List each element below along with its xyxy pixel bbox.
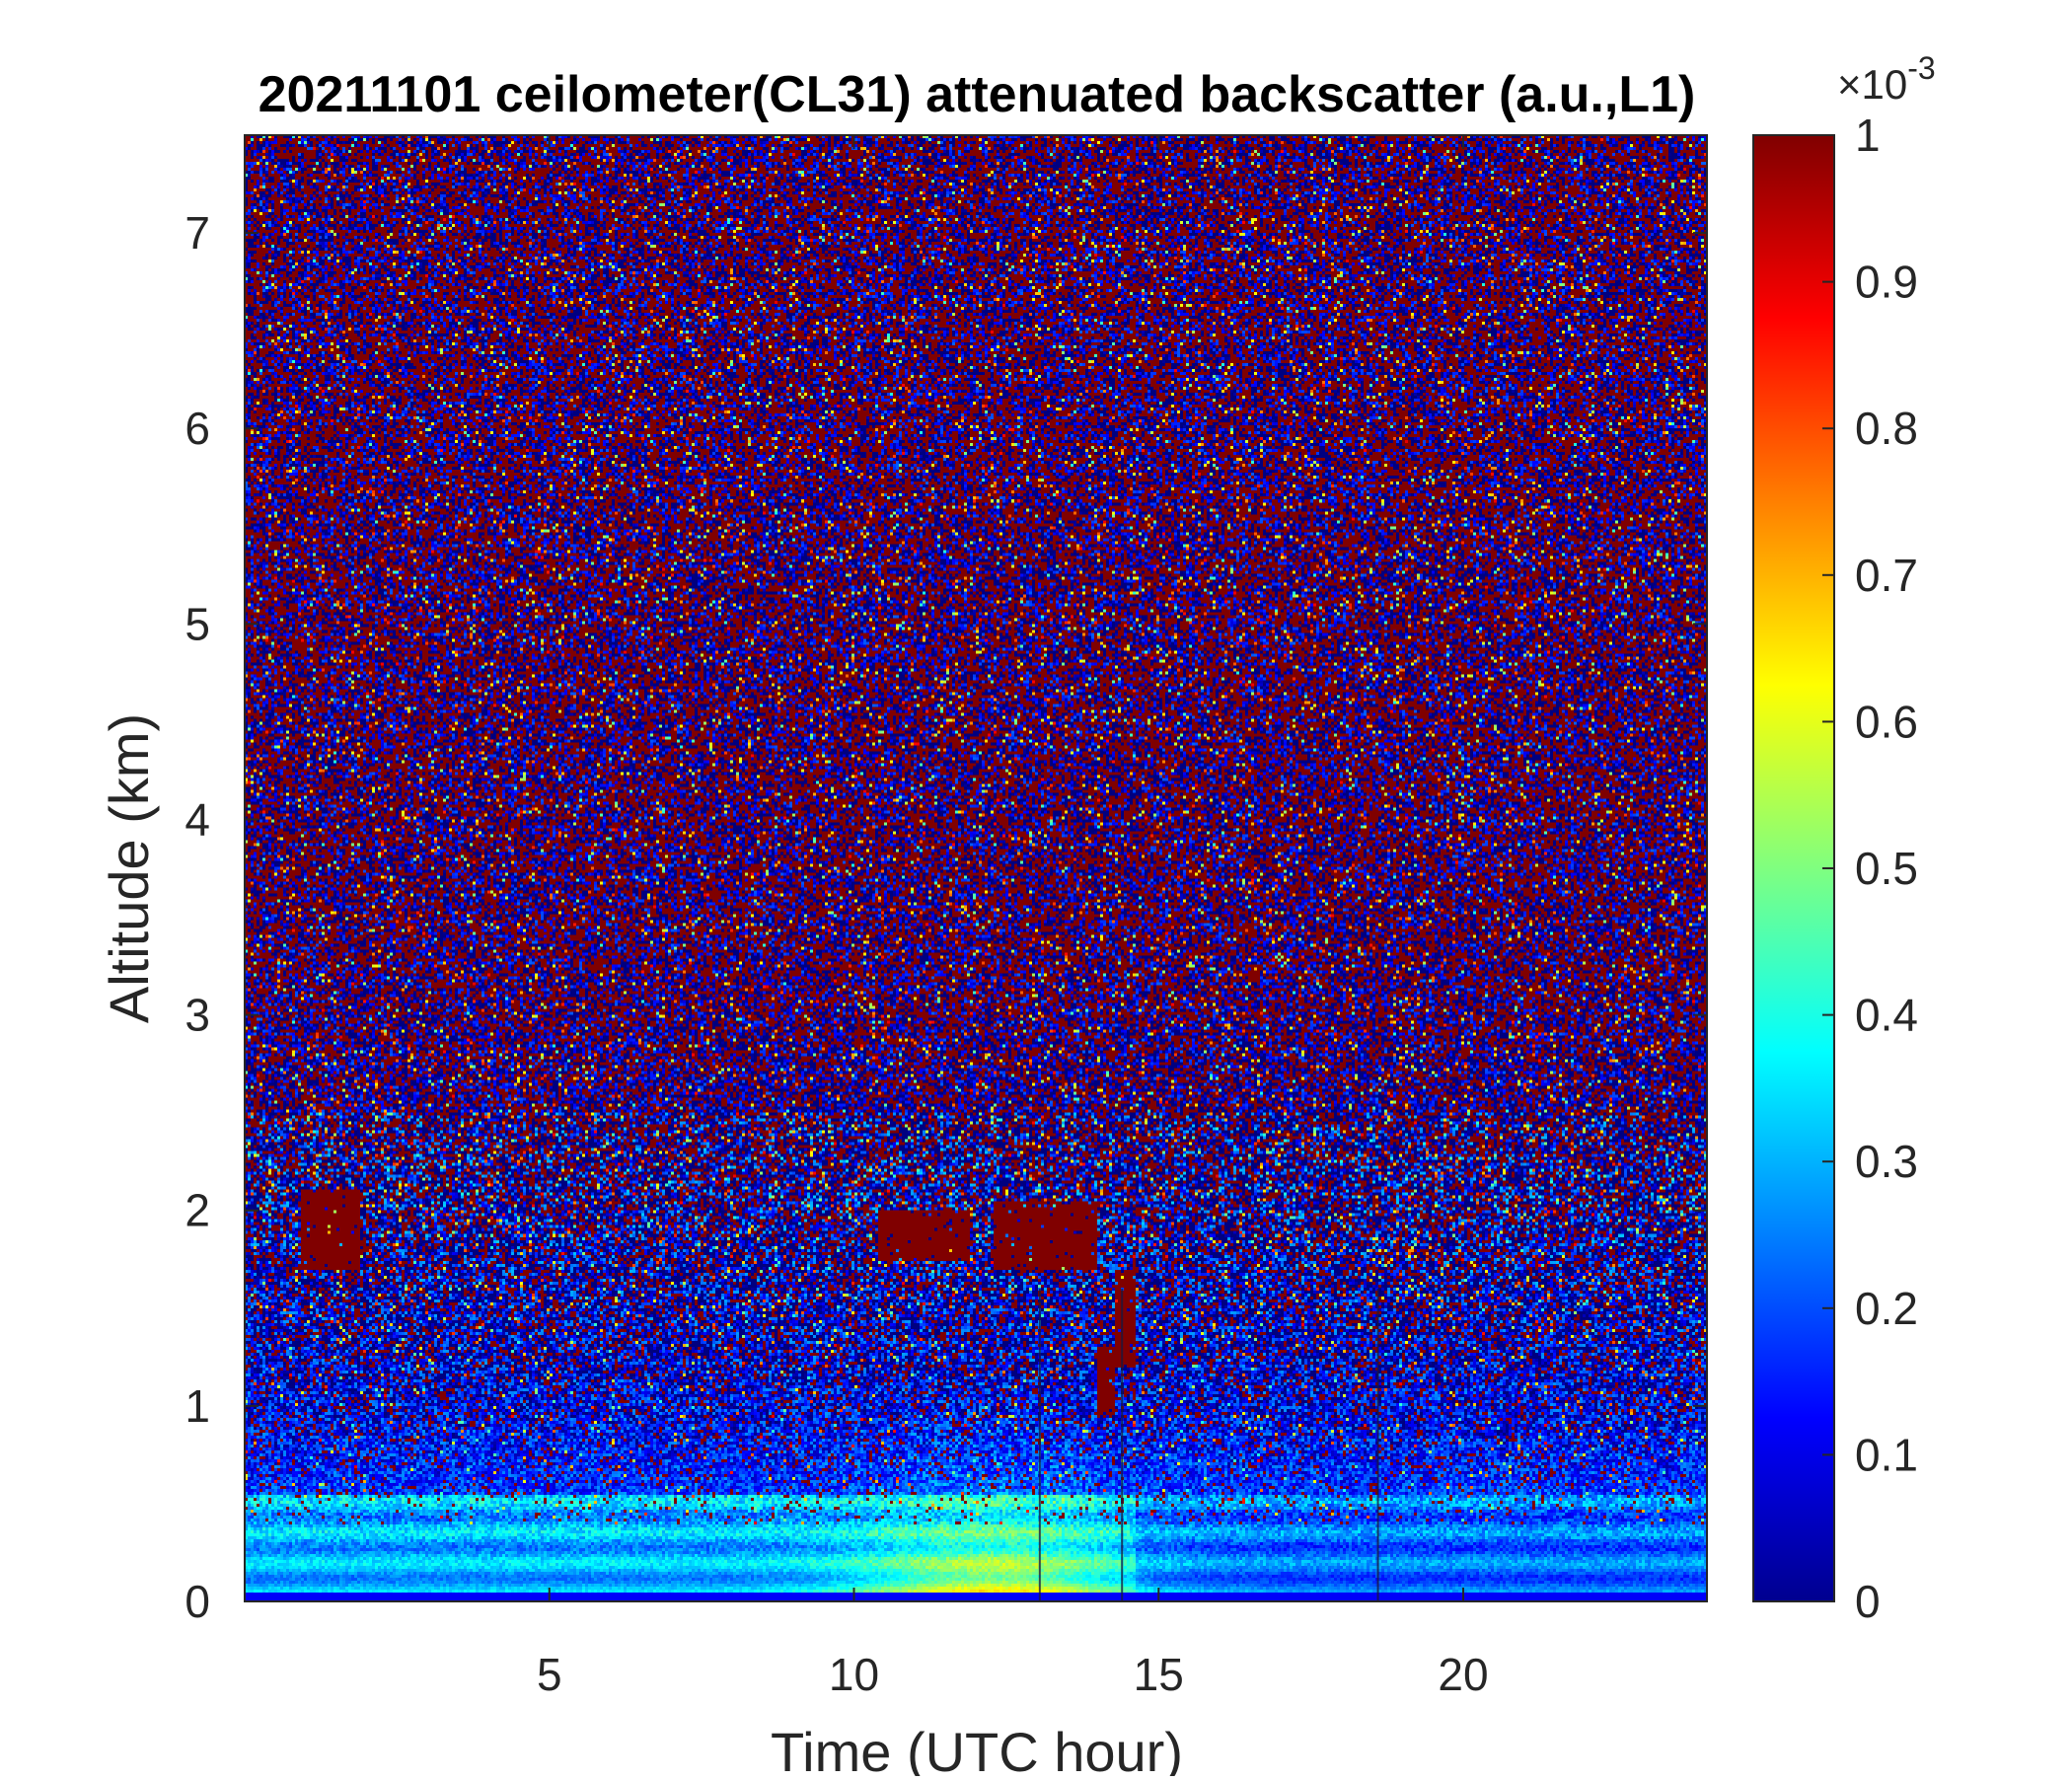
colorbar-tick-label: 0.6 xyxy=(1855,696,1918,747)
y-axis-label: Altitude (km) xyxy=(98,713,160,1023)
colorbar-tick-label: 0.3 xyxy=(1855,1136,1918,1187)
x-tick-label: 20 xyxy=(1438,1649,1488,1700)
y-tick-label: 5 xyxy=(185,598,210,649)
x-axis: 5 10 15 20 xyxy=(537,135,1489,1700)
colorbar-multiplier-exponent: -3 xyxy=(1907,50,1935,86)
colorbar-tick-label: 0.9 xyxy=(1855,257,1918,308)
vertical-artifact-lines xyxy=(1038,1288,1379,1601)
colorbar-tick-label: 0.1 xyxy=(1855,1429,1918,1480)
y-tick-label: 0 xyxy=(185,1576,210,1627)
x-tick-label: 10 xyxy=(829,1649,879,1700)
y-tick-label: 4 xyxy=(185,793,210,845)
colorbar-gradient xyxy=(1752,134,1835,1602)
y-tick-label: 2 xyxy=(185,1185,210,1236)
x-tick-label: 5 xyxy=(537,1649,562,1700)
y-axis: 0 1 2 3 4 5 6 7 xyxy=(185,207,1707,1627)
y-tick-label: 1 xyxy=(185,1380,210,1432)
heatmap xyxy=(245,135,1707,1601)
colorbar-multiplier-base: ×10 xyxy=(1837,61,1907,108)
colorbar-tick-label: 0.4 xyxy=(1855,990,1918,1041)
colorbar-tick-label: 0 xyxy=(1855,1576,1881,1627)
colorbar-ticks: 0 0.1 0.2 0.3 0.4 0.5 0.6 0.7 0.8 0.9 1 xyxy=(1822,110,1918,1627)
colorbar-tick-label: 0.2 xyxy=(1855,1283,1918,1334)
colorbar-tick-label: 0.5 xyxy=(1855,843,1918,894)
colorbar-tick-label: 0.8 xyxy=(1855,403,1918,454)
x-tick-label: 15 xyxy=(1134,1649,1184,1700)
colorbar-tick-label: 0.7 xyxy=(1855,550,1918,601)
y-tick-label: 3 xyxy=(185,990,210,1041)
colorbar-tick-label: 1 xyxy=(1855,110,1881,161)
colorbar-multiplier: ×10-3 xyxy=(1837,50,1936,108)
colorbar: 0 0.1 0.2 0.3 0.4 0.5 0.6 0.7 0.8 0.9 1 ×10-3 xyxy=(1752,50,1936,1627)
y-tick-label: 6 xyxy=(185,403,210,454)
chart-title: 20211101 ceilometer(CL31) attenuated bac… xyxy=(259,66,1696,123)
plot-frame xyxy=(244,134,1708,1602)
y-tick-label: 7 xyxy=(185,207,210,259)
plot-area xyxy=(244,134,1708,1602)
x-axis-label: Time (UTC hour) xyxy=(771,1721,1183,1776)
